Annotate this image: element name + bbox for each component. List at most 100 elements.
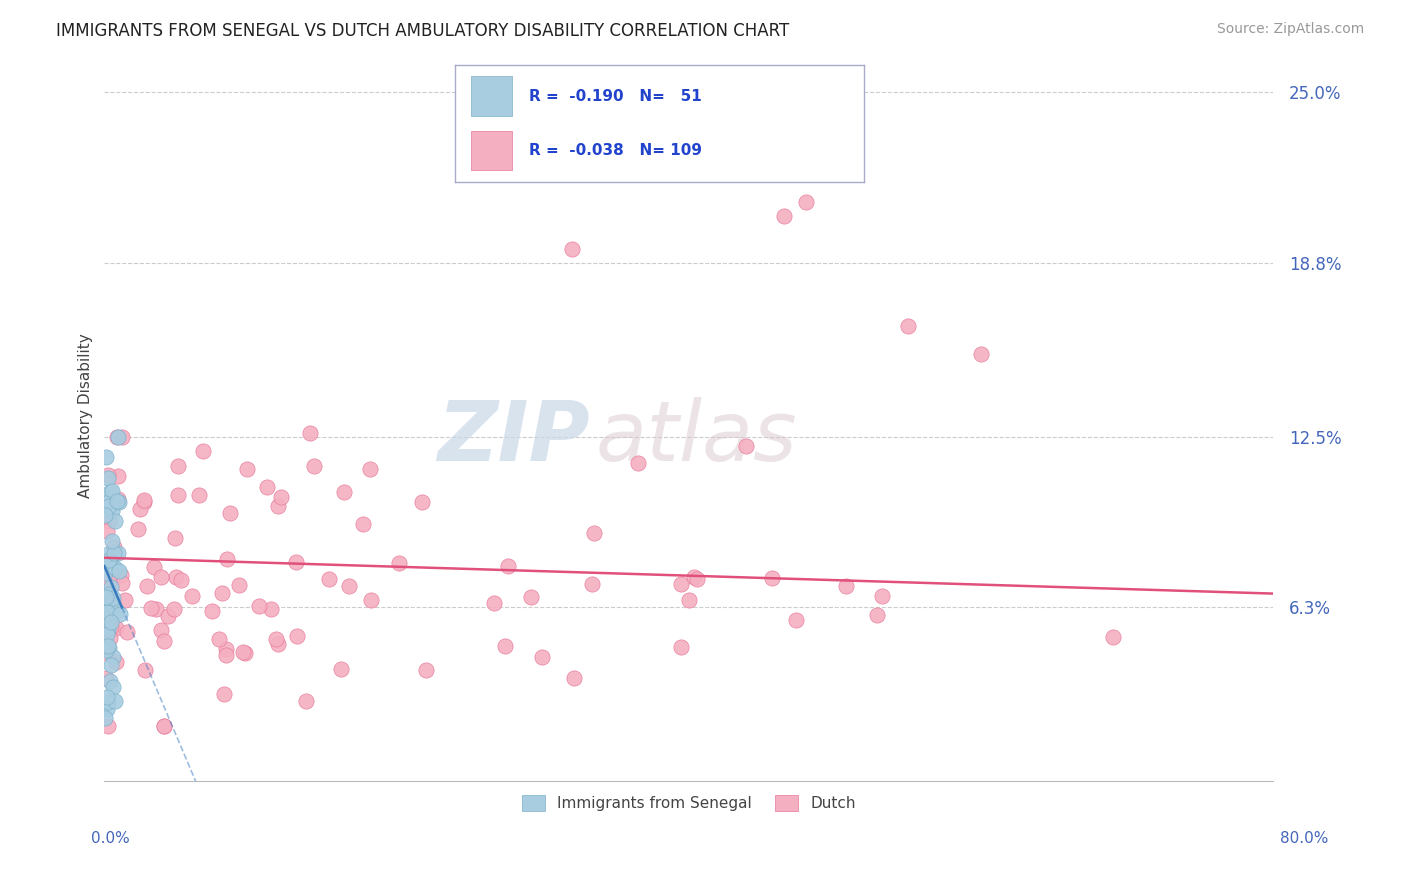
Point bbox=[96, 627, 118, 641]
Point bbox=[166, 488, 188, 502]
Point bbox=[108, 495, 131, 509]
Point bbox=[266, 636, 288, 650]
Point bbox=[97, 547, 120, 561]
Point bbox=[264, 632, 287, 647]
Point bbox=[107, 491, 129, 506]
Point bbox=[98, 587, 121, 601]
Point bbox=[496, 558, 519, 573]
Point bbox=[761, 571, 783, 585]
Point bbox=[97, 514, 120, 528]
Point bbox=[94, 578, 117, 592]
Point bbox=[353, 516, 375, 531]
Point bbox=[108, 607, 131, 622]
Point bbox=[284, 555, 307, 569]
Point bbox=[295, 694, 318, 708]
Point bbox=[96, 626, 118, 640]
Point bbox=[735, 439, 758, 453]
Point bbox=[211, 586, 233, 600]
Point bbox=[111, 430, 134, 444]
Point bbox=[411, 495, 433, 509]
Point bbox=[163, 531, 186, 545]
Point bbox=[94, 642, 117, 657]
Point bbox=[671, 577, 693, 591]
Point bbox=[484, 596, 506, 610]
Point bbox=[215, 648, 238, 663]
Point bbox=[235, 462, 257, 476]
Point bbox=[98, 574, 121, 589]
Point bbox=[135, 579, 157, 593]
Point bbox=[98, 599, 121, 614]
Point bbox=[100, 615, 122, 630]
Point bbox=[94, 711, 117, 725]
Point bbox=[107, 546, 129, 560]
Point bbox=[583, 526, 606, 541]
Point bbox=[359, 462, 381, 476]
Point bbox=[104, 561, 127, 575]
Point bbox=[794, 195, 817, 210]
Text: ZIP: ZIP bbox=[437, 397, 589, 478]
Point bbox=[387, 556, 409, 570]
Point bbox=[897, 319, 920, 334]
Point bbox=[96, 450, 118, 464]
Text: 0.0%: 0.0% bbox=[91, 831, 131, 846]
Point bbox=[415, 663, 437, 677]
Point bbox=[94, 496, 117, 510]
Point bbox=[520, 590, 543, 604]
Point bbox=[627, 457, 650, 471]
Point bbox=[149, 623, 172, 637]
Point bbox=[98, 484, 121, 499]
Point bbox=[502, 112, 524, 127]
Point bbox=[107, 564, 129, 578]
Point bbox=[97, 623, 120, 637]
Point bbox=[153, 719, 176, 733]
Point bbox=[193, 443, 215, 458]
Point bbox=[98, 592, 121, 607]
Point bbox=[97, 468, 120, 483]
Point bbox=[1102, 630, 1125, 644]
Point bbox=[111, 576, 134, 591]
Point bbox=[678, 593, 700, 607]
Text: IMMIGRANTS FROM SENEGAL VS DUTCH AMBULATORY DISABILITY CORRELATION CHART: IMMIGRANTS FROM SENEGAL VS DUTCH AMBULAT… bbox=[56, 22, 790, 40]
Point bbox=[270, 490, 292, 504]
Point bbox=[285, 629, 308, 643]
Point bbox=[167, 458, 190, 473]
Point bbox=[98, 673, 121, 688]
Point bbox=[110, 568, 132, 582]
Point bbox=[107, 469, 129, 483]
Point bbox=[866, 608, 889, 623]
Point bbox=[772, 209, 794, 223]
Point bbox=[581, 576, 603, 591]
Text: 80.0%: 80.0% bbox=[1281, 831, 1329, 846]
Legend: Immigrants from Senegal, Dutch: Immigrants from Senegal, Dutch bbox=[516, 789, 862, 817]
Point bbox=[785, 613, 807, 627]
Point bbox=[318, 572, 340, 586]
Point bbox=[101, 681, 124, 695]
Point bbox=[561, 242, 583, 256]
Point bbox=[94, 588, 117, 602]
Point bbox=[96, 702, 118, 716]
Point bbox=[132, 494, 155, 508]
Point bbox=[97, 599, 120, 613]
Point bbox=[494, 640, 516, 654]
Point bbox=[94, 508, 117, 522]
Point bbox=[97, 639, 120, 653]
Point bbox=[96, 524, 118, 538]
Point bbox=[105, 493, 128, 508]
Point bbox=[333, 484, 356, 499]
Point bbox=[163, 602, 186, 616]
Point bbox=[115, 625, 138, 640]
Point bbox=[103, 545, 125, 559]
Point bbox=[217, 551, 239, 566]
Point bbox=[104, 694, 127, 708]
Point bbox=[360, 592, 382, 607]
Point bbox=[100, 580, 122, 594]
Point bbox=[134, 493, 156, 508]
Point bbox=[247, 599, 270, 613]
Point bbox=[153, 633, 176, 648]
Point bbox=[97, 553, 120, 567]
Point bbox=[145, 601, 167, 615]
Point bbox=[337, 579, 360, 593]
Point bbox=[96, 605, 118, 619]
Point bbox=[107, 429, 129, 443]
Point bbox=[101, 533, 124, 548]
